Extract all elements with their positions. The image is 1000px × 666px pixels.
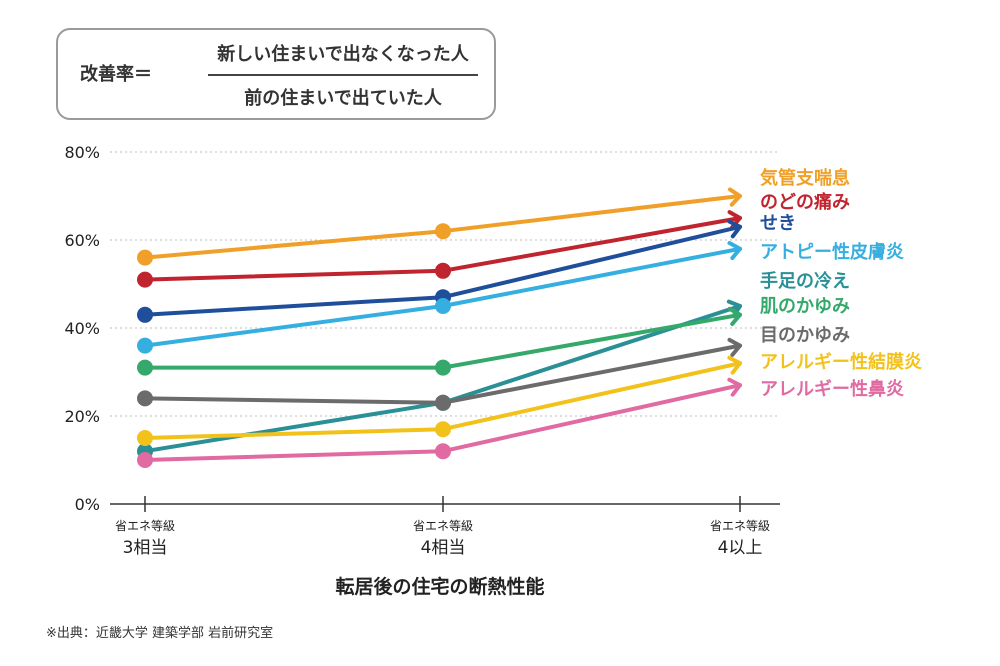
formula-numerator: 新しい住まいで出なくなった人 [217,44,469,65]
data-point [435,298,451,314]
data-point [137,430,153,446]
series-label: せき [760,213,796,234]
x-tick-label-top: 省エネ等級 [710,519,770,533]
data-point [137,359,153,376]
data-point-arrow [727,306,742,326]
fraction-bar [208,74,478,76]
data-point-arrow [727,337,742,357]
data-point-arrow [727,187,742,207]
data-point [435,359,451,376]
x-tick-label-bottom: 4以上 [718,538,763,558]
data-point [435,443,451,460]
y-tick-label: 20% [64,407,100,426]
series-label: のどの痛み [760,191,850,213]
data-point [137,271,153,288]
x-tick-label-top: 省エネ等級 [413,519,473,533]
data-point [137,390,153,407]
x-tick-label-bottom: 4相当 [421,538,466,558]
data-point [137,306,153,323]
y-tick-label: 80% [64,143,100,162]
data-point [137,337,153,354]
x-tick-label-bottom: 3相当 [123,538,168,558]
formula-box: 改善率＝ 新しい住まいで出なくなった人 前の住まいで出ていた人 [56,28,496,120]
data-point [137,249,153,266]
data-point [435,223,451,240]
x-tick-label-top: 省エネ等級 [115,519,175,533]
series-label: アレルギー性鼻炎 [760,378,904,400]
series-label: 気管支喘息 [760,167,850,189]
series-label: 手足の冷え [760,270,850,292]
series-label: アトピー性皮膚炎 [760,241,904,263]
y-tick-label: 60% [64,231,100,250]
series-label: アレルギー性結膜炎 [760,351,922,373]
data-point [435,421,451,438]
series-label: 肌のかゆみ [760,296,850,317]
y-tick-label: 40% [64,319,100,338]
data-point-arrow [727,241,742,261]
formula-denominator: 前の住まいで出ていた人 [244,88,442,109]
source-note: ※出典：近畿大学 建築学部 岩前研究室 [46,626,274,641]
formula-label: 改善率＝ [80,64,152,85]
y-tick-label: 0% [75,495,100,514]
data-point-arrow [727,377,742,397]
data-point [137,452,153,468]
x-axis-title: 転居後の住宅の断熱性能 [335,576,545,598]
data-point-arrow [727,219,742,239]
series-label: 目のかゆみ [760,325,850,346]
data-point [435,394,451,411]
data-point-arrow [727,355,742,375]
data-point [435,262,451,279]
